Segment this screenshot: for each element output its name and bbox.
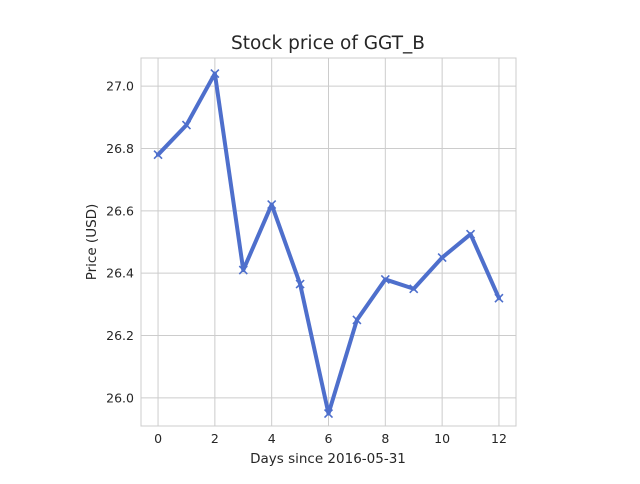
data-point-stroke — [295, 279, 305, 289]
data-point — [295, 279, 305, 289]
y-tick-label: 26.8 — [106, 141, 134, 156]
x-axis-ticks: 0 2 4 6 8 10 12 — [154, 431, 507, 446]
x-axis-label: Days since 2016-05-31 — [250, 451, 406, 467]
data-point — [437, 253, 447, 263]
data-point-stroke — [437, 253, 447, 263]
grid — [141, 58, 516, 426]
data-point — [494, 293, 504, 303]
data-point-stroke — [238, 265, 248, 275]
data-point-stroke — [181, 120, 192, 130]
x-tick-label: 2 — [211, 431, 219, 446]
data-point-stroke — [465, 229, 476, 239]
data-point — [465, 229, 476, 239]
y-axis-ticks: 26.0 26.2 26.4 26.6 26.8 27.0 — [106, 79, 134, 406]
x-tick-label: 4 — [268, 431, 276, 446]
data-point — [238, 265, 248, 275]
data-point — [210, 69, 220, 79]
data-point-stroke — [409, 284, 419, 294]
series — [153, 69, 504, 419]
y-tick-label: 26.0 — [106, 390, 134, 405]
data-point — [267, 200, 277, 210]
data-point — [323, 408, 334, 419]
data-point-stroke — [380, 274, 390, 284]
data-point — [409, 284, 419, 294]
x-tick-label: 6 — [325, 431, 333, 446]
data-point-stroke — [153, 150, 163, 160]
x-tick-label: 0 — [154, 431, 162, 446]
data-point-stroke — [267, 200, 277, 210]
chart-title: Stock price of GGT_B — [231, 33, 425, 54]
data-point-stroke — [494, 293, 504, 303]
x-tick-label: 8 — [381, 431, 389, 446]
data-point-stroke — [352, 315, 362, 325]
plot-frame — [140, 57, 517, 427]
data-point — [380, 274, 390, 284]
data-point — [352, 315, 362, 325]
data-point-stroke — [210, 69, 220, 79]
y-tick-label: 27.0 — [106, 79, 134, 94]
y-tick-label: 26.6 — [106, 203, 134, 218]
y-tick-label: 26.2 — [106, 328, 134, 343]
y-tick-label: 26.4 — [106, 266, 134, 281]
x-tick-label: 10 — [434, 431, 450, 446]
data-point — [153, 150, 163, 160]
data-point-stroke — [323, 408, 334, 419]
y-axis-label: Price (USD) — [84, 204, 100, 281]
data-point — [181, 120, 192, 130]
x-tick-label: 12 — [491, 431, 507, 446]
